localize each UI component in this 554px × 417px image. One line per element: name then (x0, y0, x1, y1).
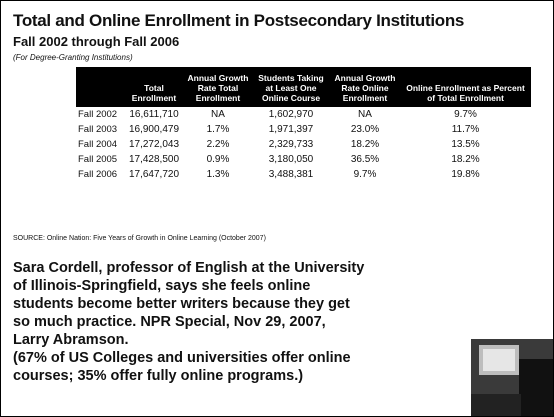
table-cell: 16,611,710 (124, 107, 184, 122)
table-cell: 2,329,733 (252, 137, 330, 152)
table-cell: 13.5% (400, 137, 531, 152)
row-label: Fall 2003 (76, 122, 124, 137)
note: (For Degree-Granting Institutions) (13, 53, 133, 62)
quote-line: students become better writers because t… (13, 295, 364, 313)
table-cell: 36.5% (330, 152, 400, 167)
table-cell: 1,971,397 (252, 122, 330, 137)
photo (471, 339, 554, 417)
quote-line: (67% of US Colleges and universities off… (13, 349, 364, 367)
table-cell: NA (330, 107, 400, 122)
table-cell: 23.0% (330, 122, 400, 137)
row-label: Fall 2002 (76, 107, 124, 122)
page: Total and Online Enrollment in Postsecon… (0, 0, 554, 417)
table-cell: 18.2% (330, 137, 400, 152)
table-cell: 9.7% (400, 107, 531, 122)
table-cell: 17,428,500 (124, 152, 184, 167)
title: Total and Online Enrollment in Postsecon… (13, 11, 464, 31)
header-cell: Students Taking at Least One Online Cour… (252, 67, 330, 107)
row-label: Fall 2006 (76, 167, 124, 182)
quote-line: Sara Cordell, professor of English at th… (13, 259, 364, 277)
table-cell: 19.8% (400, 167, 531, 182)
quote-line: so much practice. NPR Special, Nov 29, 2… (13, 313, 364, 331)
quote: Sara Cordell, professor of English at th… (13, 259, 364, 385)
header-cell: Total Enrollment (124, 67, 184, 107)
header-cell: Annual Growth Rate Total Enrollment (184, 67, 252, 107)
table-cell: 1.7% (184, 122, 252, 137)
table-cell: 17,647,720 (124, 167, 184, 182)
table-cell: 0.9% (184, 152, 252, 167)
table-cell: 9.7% (330, 167, 400, 182)
table-cell: NA (184, 107, 252, 122)
table-cell: 16,900,479 (124, 122, 184, 137)
table-cell: 2.2% (184, 137, 252, 152)
subtitle: Fall 2002 through Fall 2006 (13, 34, 179, 49)
row-label: Fall 2004 (76, 137, 124, 152)
table-cell: 3,488,381 (252, 167, 330, 182)
table-cell: 1,602,970 (252, 107, 330, 122)
quote-line: of Illinois-Springfield, says she feels … (13, 277, 364, 295)
header-cell (76, 67, 124, 107)
table-cell: 1.3% (184, 167, 252, 182)
header-cell: Online Enrollment as Percent of Total En… (400, 67, 531, 107)
quote-line: Larry Abramson. (13, 331, 364, 349)
header-cell: Annual Growth Rate Online Enrollment (330, 67, 400, 107)
table-cell: 17,272,043 (124, 137, 184, 152)
quote-line: courses; 35% offer fully online programs… (13, 367, 364, 385)
source: SOURCE: Online Nation: Five Years of Gro… (13, 235, 266, 242)
table-cell: 3,180,050 (252, 152, 330, 167)
row-label: Fall 2005 (76, 152, 124, 167)
table-cell: 11.7% (400, 122, 531, 137)
table-cell: 18.2% (400, 152, 531, 167)
